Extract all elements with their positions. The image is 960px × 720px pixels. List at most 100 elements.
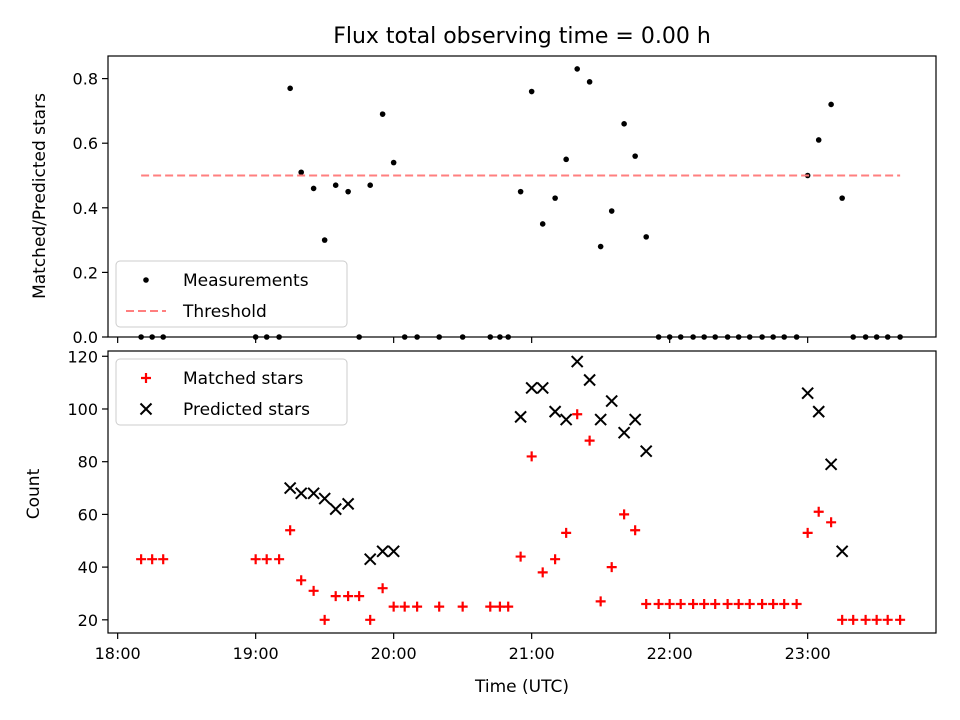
matched-star-point [354,591,365,602]
matched-star-point [550,554,561,565]
matched-star-point [699,599,710,610]
matched-star-point [653,599,664,610]
matched-star-point [710,599,721,610]
measurement-point [873,334,880,340]
measurement-point [263,334,270,340]
y-tick-label: 0.0 [73,328,98,347]
y-tick-label: 0.8 [73,70,98,89]
measurement-point [724,334,731,340]
predicted-star-point [525,381,538,395]
matched-star-point [412,601,423,612]
measurement-point [252,334,259,340]
legend-label: Measurements [183,271,309,291]
matched-star-point [434,601,445,612]
measurement-point [735,334,742,340]
matched-star-point [330,591,341,602]
y-tick-label: 40 [78,558,98,577]
matched-star-point [688,599,699,610]
predicted-star-point [548,405,562,418]
predicted-star-point [583,373,596,387]
matched-star-point [485,601,496,612]
measurement-point [643,234,649,240]
matched-star-point [882,614,893,625]
measurement-point [770,334,776,340]
predicted-star-point [559,413,573,426]
matched-star-point [515,551,526,562]
measurement-point [586,79,593,85]
measurement-point [321,237,328,243]
measurement-point [746,334,753,340]
matched-star-point [675,599,686,610]
measurement-point [287,85,293,92]
matched-star-point [261,554,272,565]
y-tick-label: 0.2 [73,263,98,282]
matched-star-point [757,599,768,610]
measurement-point [379,111,386,117]
measurement-point [655,334,662,340]
measurement-point [897,334,903,340]
measurement-point [367,182,374,188]
predicted-star-point [835,545,849,558]
matched-star-point [274,554,285,565]
measurement-point [701,334,707,340]
x-tick-label: 23:00 [785,644,831,663]
measurement-point [759,334,765,340]
measurement-point [138,334,144,340]
matched-star-point [791,599,802,610]
measurement-point [793,334,800,340]
legend-label: Threshold [182,302,267,322]
measurement-point [839,195,845,201]
measurement-point [528,88,535,95]
predicted-star-point [329,502,342,516]
matched-star-point [584,435,595,446]
legend-label: Matched stars [183,369,303,389]
matched-star-point [526,451,537,462]
predicted-star-point [536,381,549,395]
measurement-point [574,66,580,72]
measurement-point [632,153,638,159]
measurement-point [781,334,787,340]
measurement-point [552,195,558,201]
matched-star-point [319,614,330,625]
y-tick-label: 100 [67,400,98,419]
matched-star-point [561,527,572,538]
predicted-star-point [307,487,320,500]
matched-star-point [595,596,606,607]
plot-frame [107,55,937,338]
measurement-point [345,188,351,195]
x-axis-label: Time (UTC) [474,677,569,697]
measurement-point [815,137,822,143]
y-tick-label: 20 [78,611,98,630]
matched-star-point [158,554,169,565]
matched-star-point [343,591,354,602]
x-tick-label: 19:00 [233,644,279,663]
matched-star-point [457,601,468,612]
matched-star-point [537,567,548,578]
top-y-axis-label: Matched/Predicted stars [30,93,50,299]
measurement-point [621,121,627,127]
predicted-star-point [605,394,618,408]
matched-star-point [365,614,376,625]
measurement-point [597,243,604,250]
matched-star-point [250,554,261,565]
matched-star-point [572,409,583,420]
measurement-point [828,101,834,108]
predicted-star-point [341,497,355,511]
predicted-star-point [570,355,584,368]
legend-marker [141,373,151,383]
x-tick-label: 22:00 [647,644,693,663]
matched-star-point [768,599,779,610]
x-tick-label: 21:00 [509,644,555,663]
matched-star-point [147,554,158,565]
measurement-point [390,159,397,166]
x-tick-label: 18:00 [95,644,141,663]
matched-star-point [630,525,641,536]
predicted-star-point [801,386,814,400]
predicted-star-point [639,444,653,458]
measurement-point [160,334,166,340]
matched-star-point [388,601,399,612]
predicted-star-point [812,405,825,418]
top-chart-title: Flux total observing time = 0.00 h [333,24,711,49]
matched-star-point [503,601,514,612]
